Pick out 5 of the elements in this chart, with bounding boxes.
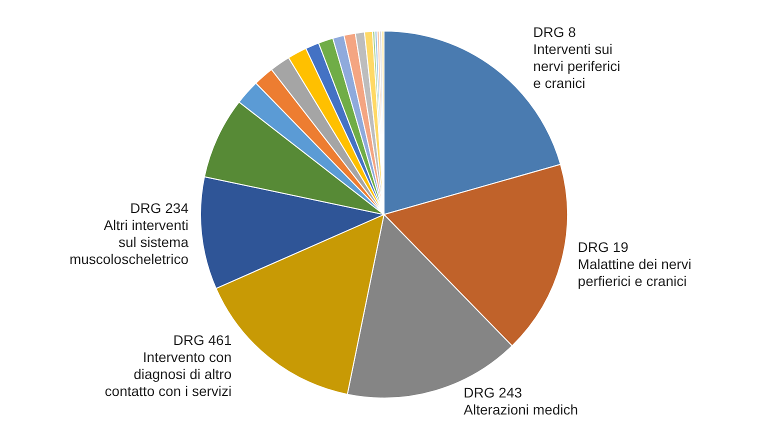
slice-label: DRG 19 Malattine dei nervi perfierici e cranici (578, 238, 692, 289)
slice-label: DRG 243 Alterazioni medich (464, 384, 578, 418)
slice-label: DRG 461 Intervento con diagnosi di altro contatto con i servizi (104, 332, 232, 400)
slice-label: DRG 8 Interventi sui nervi periferici e cranici (533, 24, 620, 91)
slice-label: DRG 234 Altri interventi sul sistema muscoloscheletrico (69, 200, 189, 268)
